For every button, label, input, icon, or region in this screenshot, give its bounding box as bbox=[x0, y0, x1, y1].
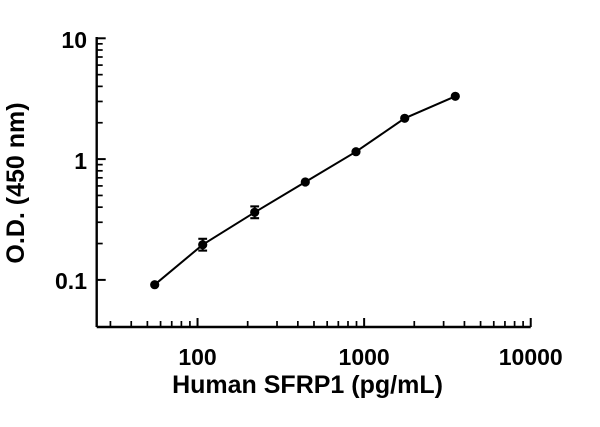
svg-text:Human SFRP1 (pg/mL): Human SFRP1 (pg/mL) bbox=[172, 371, 443, 399]
svg-text:1000: 1000 bbox=[339, 344, 390, 370]
svg-text:10000: 10000 bbox=[499, 344, 563, 370]
svg-text:100: 100 bbox=[178, 344, 216, 370]
svg-text:0.1: 0.1 bbox=[55, 268, 87, 294]
svg-text:O.D. (450 nm): O.D. (450 nm) bbox=[2, 102, 30, 263]
svg-text:1: 1 bbox=[74, 148, 87, 174]
svg-text:10: 10 bbox=[61, 27, 87, 53]
